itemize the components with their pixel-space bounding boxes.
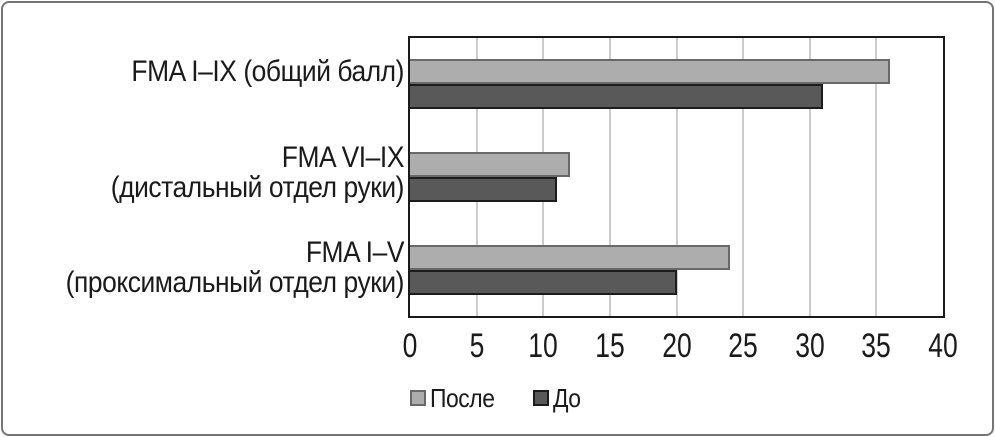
category-label-2: FMA VI–IX (дистальный отдел руки) xyxy=(110,141,405,204)
legend-swatch-after-icon xyxy=(410,390,426,406)
x-tick-label-25: 25 xyxy=(728,327,758,365)
legend-swatch-before-icon xyxy=(533,390,550,406)
bar-before-group-3 xyxy=(410,269,677,295)
gridline-35 xyxy=(875,38,878,316)
category-label-3: FMA I–V (проксимальный отдел руки) xyxy=(65,236,405,299)
gridline-25 xyxy=(742,38,745,316)
plot-area xyxy=(408,36,945,318)
category-label-1: FMA I–IX (общий балл) xyxy=(131,55,404,88)
category-labels: FMA I–IX (общий балл) FMA VI–IX (дистальны… xyxy=(0,0,405,437)
gridline-15 xyxy=(608,38,611,316)
x-tick-label-20: 20 xyxy=(661,327,692,365)
legend-label-before: До xyxy=(553,383,581,413)
bar-before-group-1 xyxy=(410,84,824,110)
x-tick-label-15: 15 xyxy=(595,327,625,365)
legend-item-after: После xyxy=(410,385,503,411)
bar-after-group-1 xyxy=(410,59,890,85)
x-tick-label-10: 10 xyxy=(528,327,559,365)
gridline-20 xyxy=(675,38,678,316)
x-tick-label-30: 30 xyxy=(794,327,825,365)
legend-label-after: После xyxy=(430,383,495,413)
bar-before-group-2 xyxy=(410,177,557,202)
bar-after-group-3 xyxy=(410,244,730,270)
x-tick-label-35: 35 xyxy=(861,327,892,365)
x-tick-label-0: 0 xyxy=(402,327,418,365)
gridline-30 xyxy=(808,38,811,316)
bar-after-group-2 xyxy=(410,152,570,177)
legend: После До xyxy=(410,385,585,411)
legend-item-before: До xyxy=(533,385,584,411)
x-tick-label-40: 40 xyxy=(928,327,958,365)
x-tick-label-5: 5 xyxy=(469,327,485,365)
